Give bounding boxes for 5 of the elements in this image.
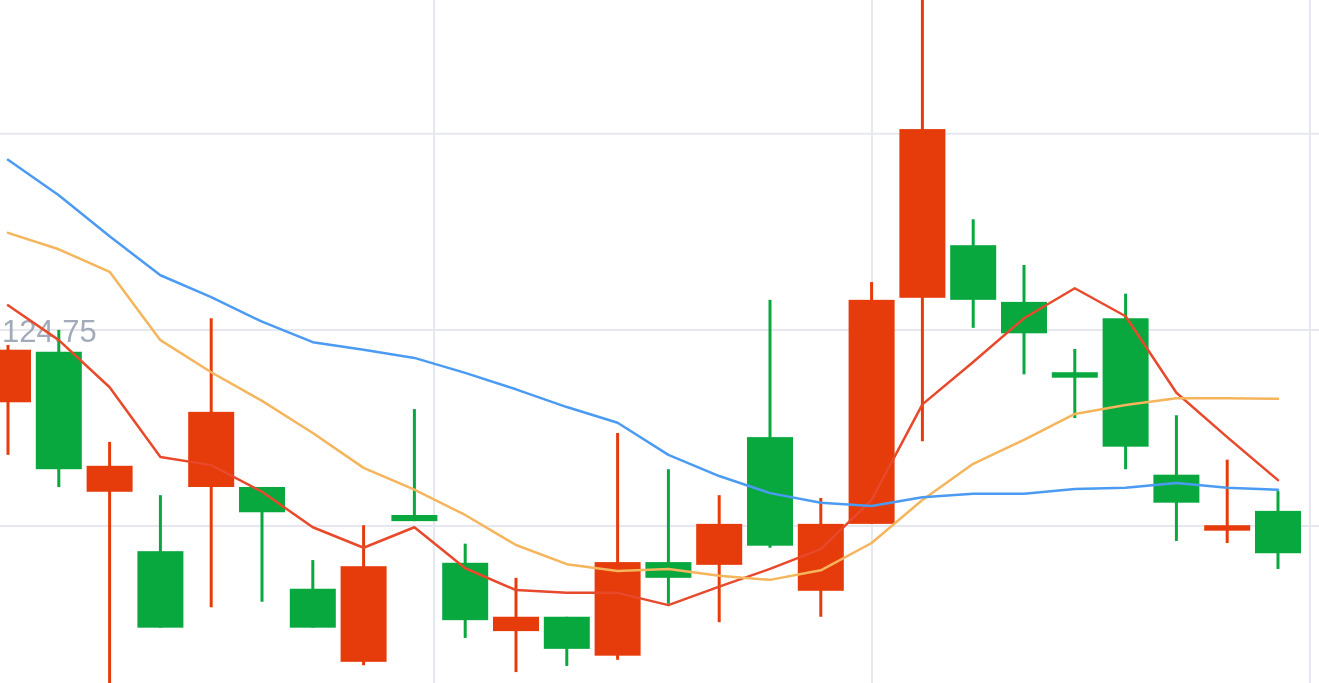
candlestick — [391, 409, 438, 523]
candlestick — [1051, 349, 1098, 418]
candlestick — [1204, 459, 1251, 543]
candlestick — [493, 576, 539, 674]
candlestick — [86, 440, 133, 683]
